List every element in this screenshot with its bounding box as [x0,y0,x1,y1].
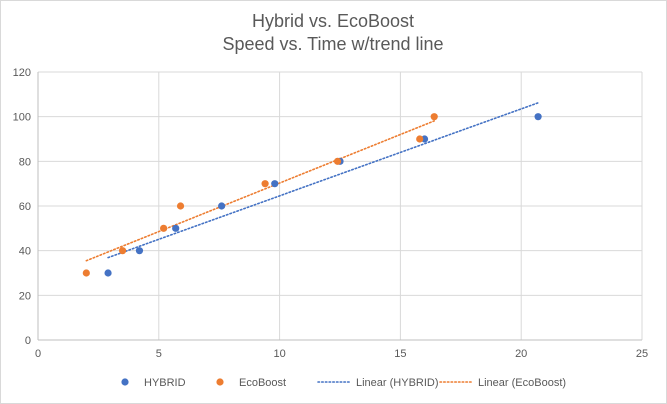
trendlines [85,102,539,262]
x-tick-label-5: 5 [156,348,162,360]
legend-item-linear-ecoboost: Linear (EcoBoost) [439,377,566,389]
point-hybrid-4 [271,180,279,188]
x-tick-label-25: 25 [636,348,648,360]
point-ecoboost-7 [430,113,438,121]
y-tick-label-20: 20 [19,290,31,302]
y-tick-label-80: 80 [19,156,31,168]
point-ecoboost-5 [333,157,342,165]
point-ecoboost-2 [160,224,168,232]
axes [37,72,642,341]
legend-item-ecoboost: EcoBoost [216,377,286,389]
legend-item-linear-hybrid: Linear (HYBRID) [317,377,439,389]
y-tick-label-60: 60 [19,201,31,213]
legend-label-linear-ecoboost: Linear (EcoBoost) [478,377,566,389]
point-hybrid-2 [172,224,180,232]
chart-title: Hybrid vs. EcoBoost [252,11,414,31]
tick-labels: 0 20 40 60 80 100 120 0 5 10 15 20 25 [13,67,648,360]
point-hybrid-0 [104,269,112,277]
titles: Hybrid vs. EcoBoost Speed vs. Time w/tre… [222,11,443,54]
y-tick-label-40: 40 [19,246,31,258]
point-hybrid-7 [534,113,542,121]
legend: HYBRID EcoBoost Linear (HYBRID) Linear (Eco… [121,377,566,389]
chart-subtitle: Speed vs. Time w/trend line [222,34,443,54]
y-tick-label-0: 0 [25,335,31,347]
point-ecoboost-1 [118,247,127,255]
x-tick-label-10: 10 [273,348,285,360]
trendline-linear-ecoboost [85,120,436,262]
y-tick-label-120: 120 [13,67,31,79]
point-ecoboost-4 [261,180,269,188]
point-ecoboost-6 [416,135,424,143]
point-ecoboost-3 [176,202,185,210]
x-tick-label-15: 15 [394,348,406,360]
data-points [82,113,542,277]
legend-marker-hybrid [121,378,129,386]
point-ecoboost-0 [82,269,90,277]
legend-item-hybrid: HYBRID [121,377,186,389]
y-tick-label-100: 100 [13,112,31,124]
point-hybrid-1 [135,247,144,255]
legend-marker-ecoboost [216,378,224,386]
gridlines [37,71,643,341]
x-tick-label-0: 0 [35,348,41,360]
trendline-linear-hybrid [107,102,539,259]
x-tick-label-20: 20 [515,348,527,360]
legend-label-ecoboost: EcoBoost [239,377,286,389]
legend-label-linear-hybrid: Linear (HYBRID) [356,377,439,389]
point-hybrid-3 [218,202,226,210]
legend-label-hybrid: HYBRID [144,377,186,389]
